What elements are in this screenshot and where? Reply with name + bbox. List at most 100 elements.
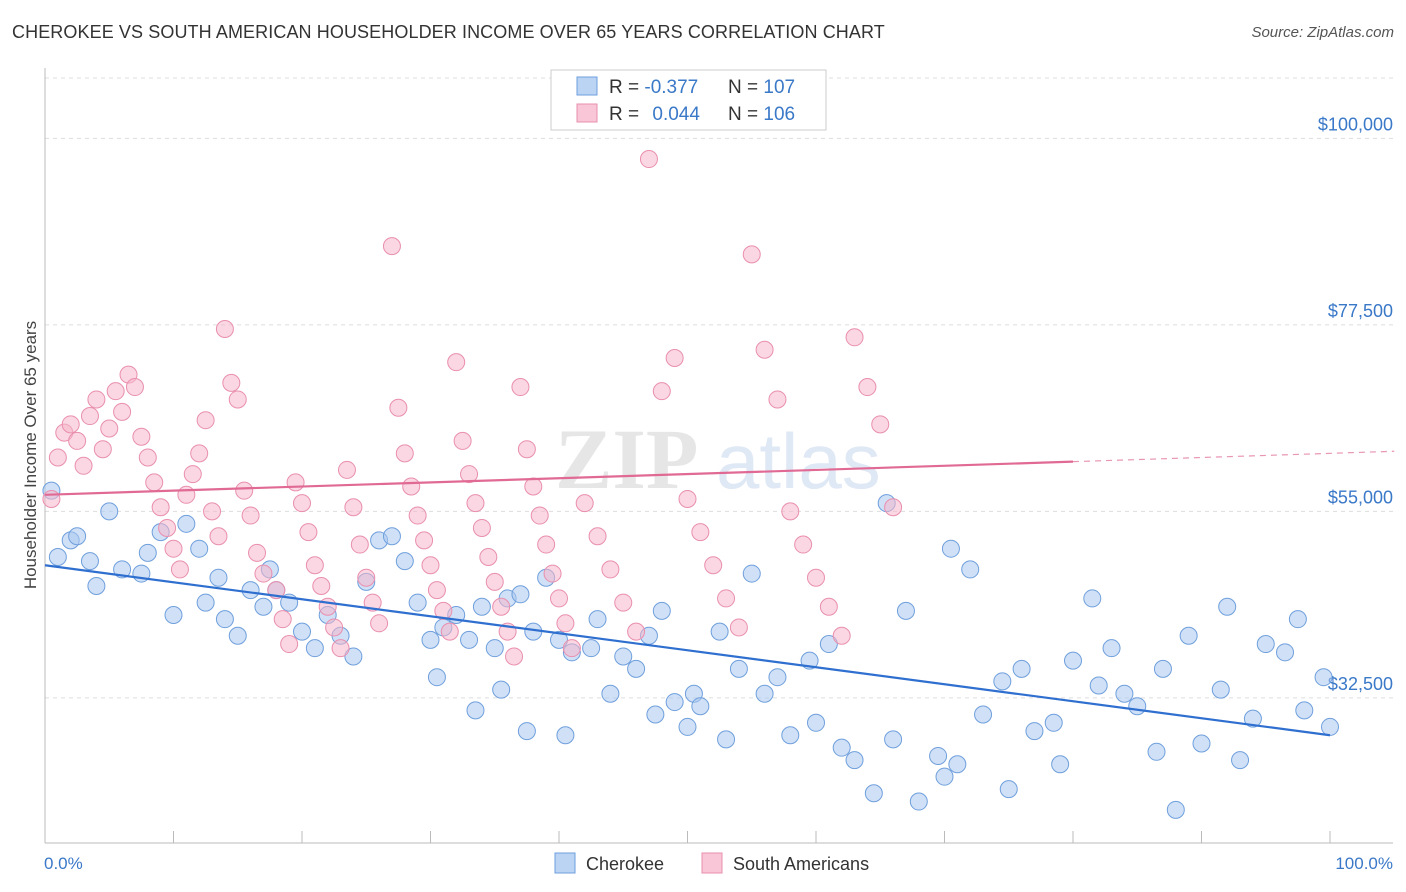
cherokee-point <box>1115 684 1134 703</box>
x-tick-label-max: 100.0% <box>1335 854 1393 873</box>
stats-n-label-1: N = <box>728 77 763 98</box>
cherokee-point <box>1288 610 1307 629</box>
cherokee-point <box>209 568 228 587</box>
south-american-point <box>601 560 620 579</box>
cherokee-point <box>909 792 928 811</box>
south-american-point <box>415 531 434 550</box>
legend-swatch-cherokee[interactable] <box>554 852 576 874</box>
south-american-trend-line <box>44 460 1074 496</box>
south-american-point <box>614 593 633 612</box>
south-american-point <box>678 489 697 508</box>
south-american-point <box>222 373 241 392</box>
south-american-point <box>575 494 594 513</box>
cherokee-point <box>196 593 215 612</box>
south-american-point <box>627 622 646 641</box>
south-american-point <box>196 411 215 430</box>
south-american-point <box>125 378 144 397</box>
cherokee-point <box>896 601 915 620</box>
south-american-point <box>68 431 87 450</box>
stats-n-value-1: 107 <box>763 77 795 98</box>
south-american-point <box>395 444 414 463</box>
south-american-point <box>408 506 427 525</box>
cherokee-point <box>254 597 273 616</box>
cherokee-point <box>100 502 119 521</box>
watermark-atlas: atlas <box>716 417 881 505</box>
cherokee-point <box>1243 709 1262 728</box>
cherokee-point <box>492 680 511 699</box>
south-american-point <box>819 597 838 616</box>
south-american-point <box>505 647 524 666</box>
south-american-point <box>556 614 575 633</box>
legend-label-cherokee[interactable]: Cherokee <box>586 854 664 874</box>
south-american-point <box>138 448 157 467</box>
south-american-point <box>742 245 761 264</box>
cherokee-point <box>832 738 851 757</box>
cherokee-point <box>729 659 748 678</box>
cherokee-point <box>646 705 665 724</box>
stats-r-label-1: R = <box>609 77 644 98</box>
cherokee-point <box>807 713 825 732</box>
cherokee-point <box>691 697 710 716</box>
south-american-point <box>164 539 183 558</box>
cherokee-point <box>556 726 575 745</box>
cherokee-point <box>717 730 736 749</box>
south-american-point <box>254 564 273 583</box>
south-american-point <box>537 535 556 554</box>
cherokee-point <box>1147 742 1166 761</box>
south-american-point <box>453 431 472 450</box>
cherokee-point <box>1064 651 1082 670</box>
cherokee-point <box>87 577 106 595</box>
cherokee-point <box>427 668 446 687</box>
south-american-point <box>325 618 344 637</box>
cherokee-point <box>755 684 774 703</box>
bottom-legend: Cherokee South Americans <box>554 852 869 874</box>
cherokee-point <box>164 606 183 625</box>
south-american-point <box>286 473 305 492</box>
south-american-point <box>145 473 164 492</box>
south-american-point <box>402 477 421 496</box>
south-american-point <box>794 535 813 554</box>
south-american-point <box>832 626 851 645</box>
south-american-point <box>440 622 459 641</box>
cherokee-point <box>68 527 87 546</box>
cherokee-point <box>382 527 401 546</box>
legend-swatch-south-americans[interactable] <box>701 852 723 874</box>
y-tick-label: $55,000 <box>1328 487 1393 507</box>
south-american-point <box>588 527 607 546</box>
south-american-point <box>807 568 825 587</box>
south-american-point <box>203 502 222 521</box>
south-american-point <box>177 485 196 504</box>
south-american-point <box>768 390 787 409</box>
south-american-point <box>550 589 568 608</box>
stats-n-label-2: N = <box>728 104 763 125</box>
stats-r-value-1: -0.377 <box>644 77 698 98</box>
cherokee-point <box>678 717 697 736</box>
south-american-point <box>421 556 440 575</box>
cherokee-point <box>1025 722 1044 741</box>
south-american-point <box>517 440 536 459</box>
south-american-point <box>704 556 723 575</box>
south-american-point <box>755 340 774 359</box>
south-american-point <box>447 353 466 372</box>
south-american-point <box>215 320 234 338</box>
south-american-point <box>472 518 491 537</box>
south-american-point <box>158 518 177 537</box>
cherokee-point <box>395 552 414 571</box>
cherokee-point <box>190 539 209 558</box>
legend-label-south-americans[interactable]: South Americans <box>733 854 869 874</box>
south-american-point <box>511 378 530 397</box>
south-american-point <box>241 506 260 525</box>
south-american-point <box>466 494 485 513</box>
south-american-point <box>562 639 581 658</box>
grid-layer <box>45 77 1393 699</box>
south-american-point <box>113 402 132 421</box>
cherokee-point <box>517 722 536 741</box>
cherokee-point <box>864 784 883 803</box>
cherokee-point <box>961 560 980 579</box>
stats-n-value-2: 106 <box>763 104 795 125</box>
svg-text:N = 106: N = 106 <box>728 104 795 125</box>
cherokee-point <box>1218 597 1237 616</box>
y-axis-title: Householder Income Over 65 years <box>21 321 40 589</box>
cherokee-point <box>935 767 954 786</box>
cherokee-point <box>344 647 363 666</box>
